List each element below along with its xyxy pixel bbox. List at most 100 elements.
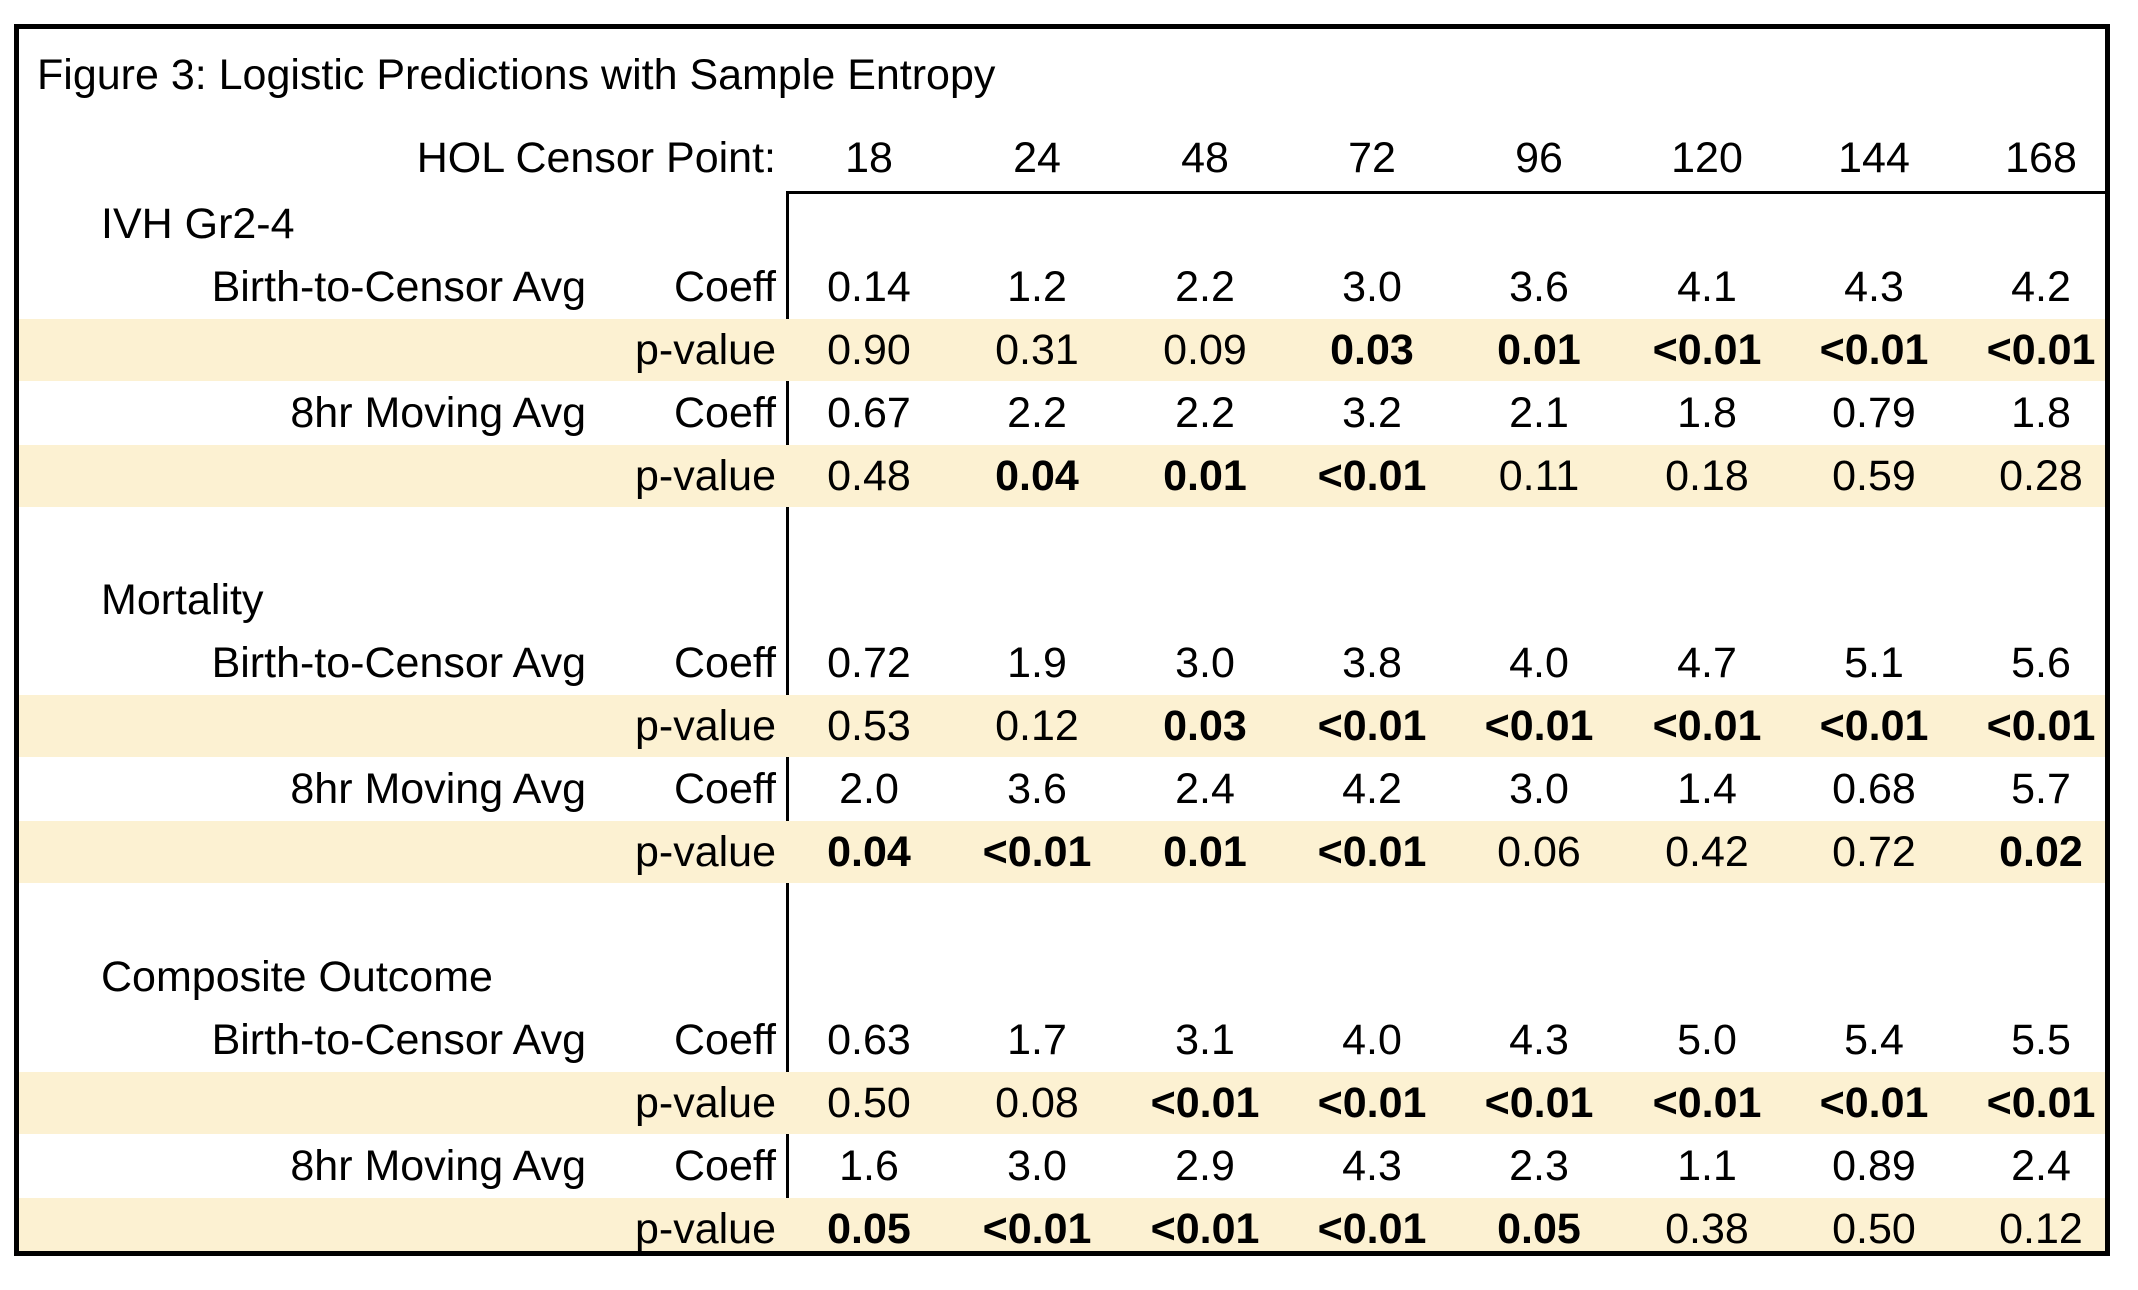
coeff-value: 4.3 [1509,1016,1569,1064]
censor-point-label: HOL Censor Point: [416,134,776,182]
pvalue-value: <0.01 [1819,702,1929,750]
pvalue-value: 0.11 [1498,452,1580,500]
pvalue-value: 0.12 [1999,1205,2083,1253]
pvalue-value: <0.01 [1652,1079,1762,1127]
pvalue-row: p-value 0.90 0.31 0.09 0.03 0.01 <0.01 <0.01 <0.… [19,319,2105,381]
pvalue-label: p-value [634,1079,776,1127]
pvalue-label: p-value [634,828,776,876]
pvalue-value: 0.01 [1163,452,1247,500]
pvalue-row: p-value 0.48 0.04 0.01 <0.01 0.11 0.18 0.59 0.28 [19,445,2105,507]
header-row: HOL Censor Point: 18 24 48 72 96 120 144 168 [19,127,2105,189]
coeff-label: Coeff [674,1016,776,1064]
pvalue-value: 0.03 [1163,702,1247,750]
censor-point-header: 18 [845,134,893,182]
coeff-value: 1.4 [1677,765,1737,813]
pvalue-value: 0.42 [1665,828,1749,876]
pvalue-value: 0.38 [1665,1205,1749,1253]
pvalue-value: <0.01 [1317,1079,1427,1127]
coeff-value: 3.6 [1509,263,1569,311]
coeff-value: 3.2 [1342,389,1402,437]
pvalue-value: <0.01 [1986,1079,2096,1127]
pvalue-value: <0.01 [1317,452,1427,500]
coeff-value: 3.1 [1175,1016,1235,1064]
coeff-label: Coeff [674,765,776,813]
coeff-value: 3.0 [1007,1142,1067,1190]
censor-point-header: 120 [1671,134,1743,182]
coeff-value: 1.1 [1677,1142,1737,1190]
coeff-value: 3.0 [1509,765,1569,813]
censor-point-header: 168 [2005,134,2077,182]
pvalue-row: p-value 0.05 <0.01 <0.01 <0.01 0.05 0.38 0.50 0.… [19,1198,2105,1253]
pvalue-value: <0.01 [1150,1205,1260,1253]
pvalue-label: p-value [634,452,776,500]
coeff-value: 4.3 [1342,1142,1402,1190]
coeff-value: 2.1 [1509,389,1569,437]
coeff-value: 4.2 [2011,263,2071,311]
coeff-value: 1.8 [1677,389,1737,437]
coeff-value: 0.67 [827,389,911,437]
pvalue-value: 0.09 [1163,326,1247,374]
outcome-title: IVH Gr2-4 [101,200,295,248]
coeff-value: 2.4 [1175,765,1235,813]
coeff-value: 2.2 [1175,389,1235,437]
censor-point-header: 96 [1515,134,1563,182]
pvalue-value: <0.01 [982,1205,1092,1253]
coeff-value: 4.0 [1342,1016,1402,1064]
pvalue-row: p-value 0.04 <0.01 0.01 <0.01 0.06 0.42 0.72 0.0… [19,821,2105,883]
censor-point-header: 144 [1838,134,1910,182]
coeff-value: 5.0 [1677,1016,1737,1064]
coeff-row: Birth-to-Censor Avg Coeff 0.72 1.9 3.0 3.8 4.0… [19,632,2105,694]
pvalue-value: <0.01 [982,828,1092,876]
pvalue-value: <0.01 [1819,326,1929,374]
pvalue-value: 0.08 [995,1079,1079,1127]
pvalue-value: 0.28 [1999,452,2083,500]
coeff-value: 1.9 [1007,639,1067,687]
coeff-value: 2.4 [2011,1142,2071,1190]
censor-point-header: 72 [1348,134,1396,182]
figure-table: Figure 3: Logistic Predictions with Samp… [14,24,2110,1256]
measure-label: 8hr Moving Avg [290,765,586,813]
group-title-row: Composite Outcome [19,946,2105,1008]
coeff-label: Coeff [674,1142,776,1190]
pvalue-row: p-value 0.53 0.12 0.03 <0.01 <0.01 <0.01 <0.01 <… [19,695,2105,757]
coeff-value: 2.0 [839,765,899,813]
outcome-title: Mortality [101,576,264,624]
measure-label: Birth-to-Censor Avg [211,263,586,311]
pvalue-value: <0.01 [1819,1079,1929,1127]
pvalue-value: <0.01 [1484,702,1594,750]
coeff-value: 4.3 [1844,263,1904,311]
coeff-value: 3.8 [1342,639,1402,687]
coeff-value: 5.6 [2011,639,2071,687]
pvalue-value: <0.01 [1317,702,1427,750]
coeff-value: 0.68 [1832,765,1916,813]
coeff-value: 0.79 [1832,389,1916,437]
outcome-title: Composite Outcome [101,953,493,1001]
pvalue-label: p-value [634,702,776,750]
coeff-value: 5.5 [2011,1016,2071,1064]
pvalue-value: <0.01 [1150,1079,1260,1127]
coeff-label: Coeff [674,263,776,311]
pvalue-value: 0.03 [1330,326,1414,374]
pvalue-value: 0.06 [1497,828,1581,876]
censor-point-header: 48 [1181,134,1229,182]
measure-label: Birth-to-Censor Avg [211,639,586,687]
measure-label: 8hr Moving Avg [290,1142,586,1190]
pvalue-value: 0.48 [827,452,911,500]
coeff-row: Birth-to-Censor Avg Coeff 0.63 1.7 3.1 4.0 4.3… [19,1009,2105,1071]
header-rule [786,191,2105,194]
pvalue-value: 0.18 [1665,452,1749,500]
coeff-label: Coeff [674,389,776,437]
pvalue-value: 0.50 [827,1079,911,1127]
pvalue-value: 0.04 [995,452,1079,500]
coeff-label: Coeff [674,639,776,687]
pvalue-value: 0.12 [995,702,1079,750]
pvalue-value: 0.04 [827,828,911,876]
pvalue-label: p-value [634,326,776,374]
pvalue-row: p-value 0.50 0.08 <0.01 <0.01 <0.01 <0.01 <0.01… [19,1072,2105,1134]
pvalue-value: 0.05 [1497,1205,1581,1253]
pvalue-value: 0.31 [995,326,1079,374]
coeff-value: 4.2 [1342,765,1402,813]
measure-label: Birth-to-Censor Avg [211,1016,586,1064]
coeff-value: 0.89 [1832,1142,1916,1190]
coeff-value: 4.0 [1509,639,1569,687]
